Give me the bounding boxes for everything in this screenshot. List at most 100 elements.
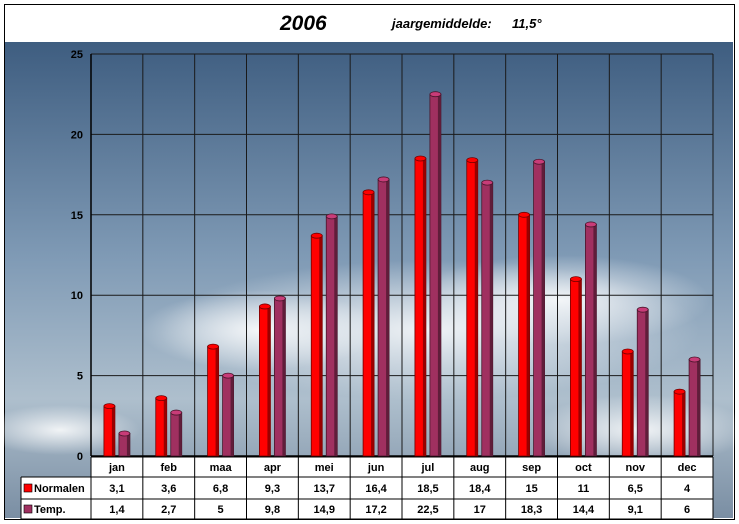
bar-shade xyxy=(489,182,493,456)
bar-top xyxy=(570,276,582,283)
bar-temp-jun xyxy=(377,176,390,457)
bar-normalen-apr xyxy=(259,303,271,457)
bar-top xyxy=(621,348,634,355)
bar-temp-aug xyxy=(481,179,494,457)
bar-normalen-feb xyxy=(155,395,168,457)
table-body-bg xyxy=(21,477,713,519)
bar-shade xyxy=(697,359,701,456)
bar-shade xyxy=(111,406,115,456)
bar-top xyxy=(688,356,701,363)
data-label: 15 xyxy=(525,483,537,495)
bar-normalen-maa xyxy=(207,343,219,457)
bar-shade xyxy=(371,192,375,456)
y-axis-ticks: 0 5 10 15 20 25 xyxy=(71,49,83,463)
x-tick-label-nov: nov xyxy=(625,462,645,474)
y-tick-label: 0 xyxy=(77,451,83,463)
y-tick-label: 15 xyxy=(71,210,83,222)
x-tick-label-maa: maa xyxy=(210,462,233,474)
bar-temp-oct xyxy=(585,221,597,457)
bar-temp-feb xyxy=(170,409,183,457)
bar-shade xyxy=(386,179,390,456)
data-label: 2,7 xyxy=(161,504,176,516)
data-label: 11 xyxy=(578,483,590,495)
data-label: 13,7 xyxy=(314,483,335,495)
bar-top xyxy=(103,403,116,410)
bar-shade xyxy=(334,216,338,456)
bar-top xyxy=(274,295,286,302)
data-label: 5 xyxy=(218,504,224,516)
chart-title-year: 2006 xyxy=(280,12,327,35)
y-tick-label: 10 xyxy=(71,290,83,302)
bar-temp-jul xyxy=(429,91,442,457)
data-label: 16,4 xyxy=(365,483,387,495)
bar-top xyxy=(585,221,597,228)
data-label: 6,5 xyxy=(628,483,643,495)
x-tick-label-jul: jul xyxy=(420,462,434,474)
bar-top xyxy=(673,388,686,395)
bar-normalen-mei xyxy=(310,232,323,457)
data-label: 18,4 xyxy=(469,483,491,495)
y-tick-label: 5 xyxy=(77,371,83,383)
bar-shade xyxy=(178,412,182,456)
data-label: 6,8 xyxy=(213,483,228,495)
bar-top xyxy=(377,176,390,183)
bar-normalen-dec xyxy=(673,388,686,457)
bar-normalen-nov xyxy=(621,348,634,457)
bars xyxy=(103,91,701,457)
legend-label-1: Temp. xyxy=(34,504,66,516)
bar-normalen-sep xyxy=(518,211,530,457)
x-tick-label-oct: oct xyxy=(575,462,592,474)
data-label: 18,5 xyxy=(417,483,438,495)
bar-normalen-jan xyxy=(103,403,116,457)
bar-temp-dec xyxy=(688,356,701,457)
data-table: jan feb maa apr mei jun jul aug sep oct nov dec Norm… xyxy=(20,456,714,520)
bar-normalen-jul xyxy=(414,155,427,457)
x-tick-label-aug: aug xyxy=(470,462,490,474)
annual-average-value: 11,5° xyxy=(512,16,542,31)
data-label: 3,6 xyxy=(161,483,176,495)
bar-top xyxy=(466,157,479,164)
data-label: 17,2 xyxy=(365,504,386,516)
bar-top xyxy=(118,430,131,437)
bar-temp-apr xyxy=(274,295,286,457)
bar-top xyxy=(155,395,168,402)
bar-shade xyxy=(126,433,130,456)
data-label: 22,5 xyxy=(417,504,438,516)
bar-top xyxy=(170,409,183,416)
data-label: 1,4 xyxy=(109,504,125,516)
bar-shade xyxy=(578,279,582,456)
bar-shade xyxy=(645,309,649,456)
x-tick-label-apr: apr xyxy=(264,462,282,474)
x-tick-label-feb: feb xyxy=(161,462,178,474)
gridlines xyxy=(90,53,714,457)
bar-shade xyxy=(526,214,530,456)
data-label: 3,1 xyxy=(109,483,124,495)
bar-normalen-aug xyxy=(466,157,479,457)
data-label: 9,3 xyxy=(265,483,280,495)
data-label: 4 xyxy=(684,483,691,495)
bar-top xyxy=(429,91,442,98)
y-tick-label: 25 xyxy=(71,49,83,61)
data-label: 6 xyxy=(684,504,690,516)
bar-normalen-oct xyxy=(570,276,582,457)
bar-top xyxy=(222,372,234,379)
bar-top xyxy=(636,306,649,313)
legend-swatch-0 xyxy=(23,483,33,493)
data-label: 9,1 xyxy=(628,504,643,516)
bar-top xyxy=(259,303,271,310)
bar-shade xyxy=(630,351,634,456)
bar-shade xyxy=(230,375,234,456)
bar-shade xyxy=(215,346,219,456)
bar-shade xyxy=(282,298,286,456)
legend-label-0: Normalen xyxy=(34,483,85,495)
data-label: 17 xyxy=(474,504,486,516)
x-tick-label-jan: jan xyxy=(108,462,125,474)
bar-shade xyxy=(474,160,478,457)
bar-shade xyxy=(437,94,441,456)
data-label: 14,4 xyxy=(573,504,595,516)
bar-shade xyxy=(267,306,271,456)
bar-top xyxy=(414,155,427,162)
x-tick-label-mei: mei xyxy=(315,462,334,474)
bar-shade xyxy=(682,391,686,456)
